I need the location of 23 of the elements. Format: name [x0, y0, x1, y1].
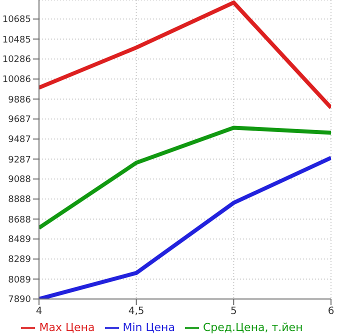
x-tick-label: 5 [230, 306, 237, 318]
y-tick-label: 9487 [8, 135, 31, 146]
y-tick-label: 10086 [2, 75, 32, 86]
x-tick-label: 4 [36, 306, 42, 318]
legend-label: Min Цена [122, 321, 175, 334]
y-tick-label: 10485 [2, 35, 31, 46]
x-tick-label: 6 [328, 306, 334, 318]
y-tick-label: 7890 [8, 295, 32, 306]
y-tick-label: 9088 [8, 175, 32, 186]
y-tick-label: 8089 [8, 275, 32, 286]
y-tick-label: 8289 [8, 255, 32, 266]
y-tick-label: 9886 [8, 95, 32, 106]
x-tick-label: 4,5 [128, 306, 144, 318]
legend-label: Max Цена [39, 321, 95, 334]
y-tick-label: 9687 [8, 115, 31, 126]
legend-label: Сред.Цена, т.йен [202, 321, 303, 334]
line-series [39, 126, 331, 230]
y-tick-label: 10685 [2, 15, 31, 26]
y-tick-label: 10286 [2, 55, 32, 66]
y-tick-label: 9287 [8, 155, 31, 166]
y-tick-label: 8888 [8, 195, 32, 206]
y-tick-label: 8489 [8, 235, 32, 246]
y-tick-label: 8688 [8, 215, 32, 226]
